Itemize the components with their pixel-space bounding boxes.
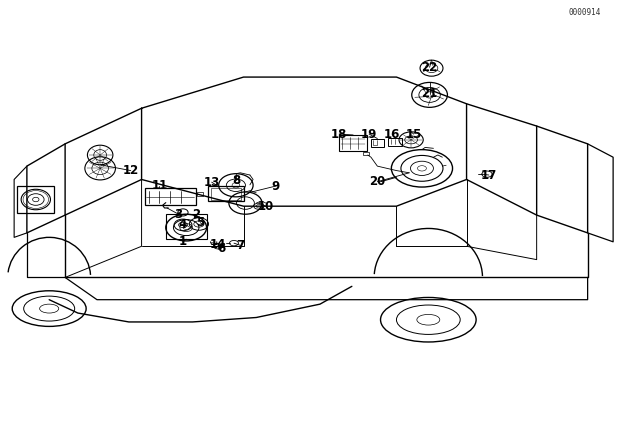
Bar [371, 138, 384, 146]
Text: 0000914: 0000914 [568, 8, 600, 17]
Bar [339, 135, 367, 151]
Text: 15: 15 [406, 128, 422, 141]
Bar [145, 188, 196, 205]
Bar [364, 152, 369, 155]
Bar [209, 186, 244, 201]
Text: 11: 11 [151, 179, 168, 192]
Text: 19: 19 [361, 128, 377, 141]
Text: 2: 2 [191, 208, 200, 221]
Bar [388, 138, 402, 146]
Text: 10: 10 [258, 200, 274, 213]
Bar [166, 214, 207, 239]
Text: 21: 21 [422, 87, 438, 100]
Text: 8: 8 [232, 174, 240, 187]
Text: 18: 18 [331, 128, 348, 141]
Text: 20: 20 [369, 175, 385, 188]
Text: 7: 7 [236, 239, 244, 252]
Text: 9: 9 [271, 180, 280, 193]
Bar [17, 186, 54, 213]
Bar [211, 188, 241, 199]
Text: 6: 6 [217, 242, 225, 255]
Text: 5: 5 [196, 216, 204, 229]
Text: 3: 3 [175, 208, 182, 221]
Text: 16: 16 [384, 128, 400, 141]
Text: 4: 4 [179, 218, 187, 231]
Text: 14: 14 [210, 237, 226, 250]
Text: 1: 1 [179, 235, 187, 248]
Text: 17: 17 [481, 168, 497, 181]
Text: 22: 22 [422, 61, 438, 74]
Bar [197, 192, 204, 196]
Text: 13: 13 [204, 176, 220, 189]
Text: 12: 12 [123, 164, 139, 177]
